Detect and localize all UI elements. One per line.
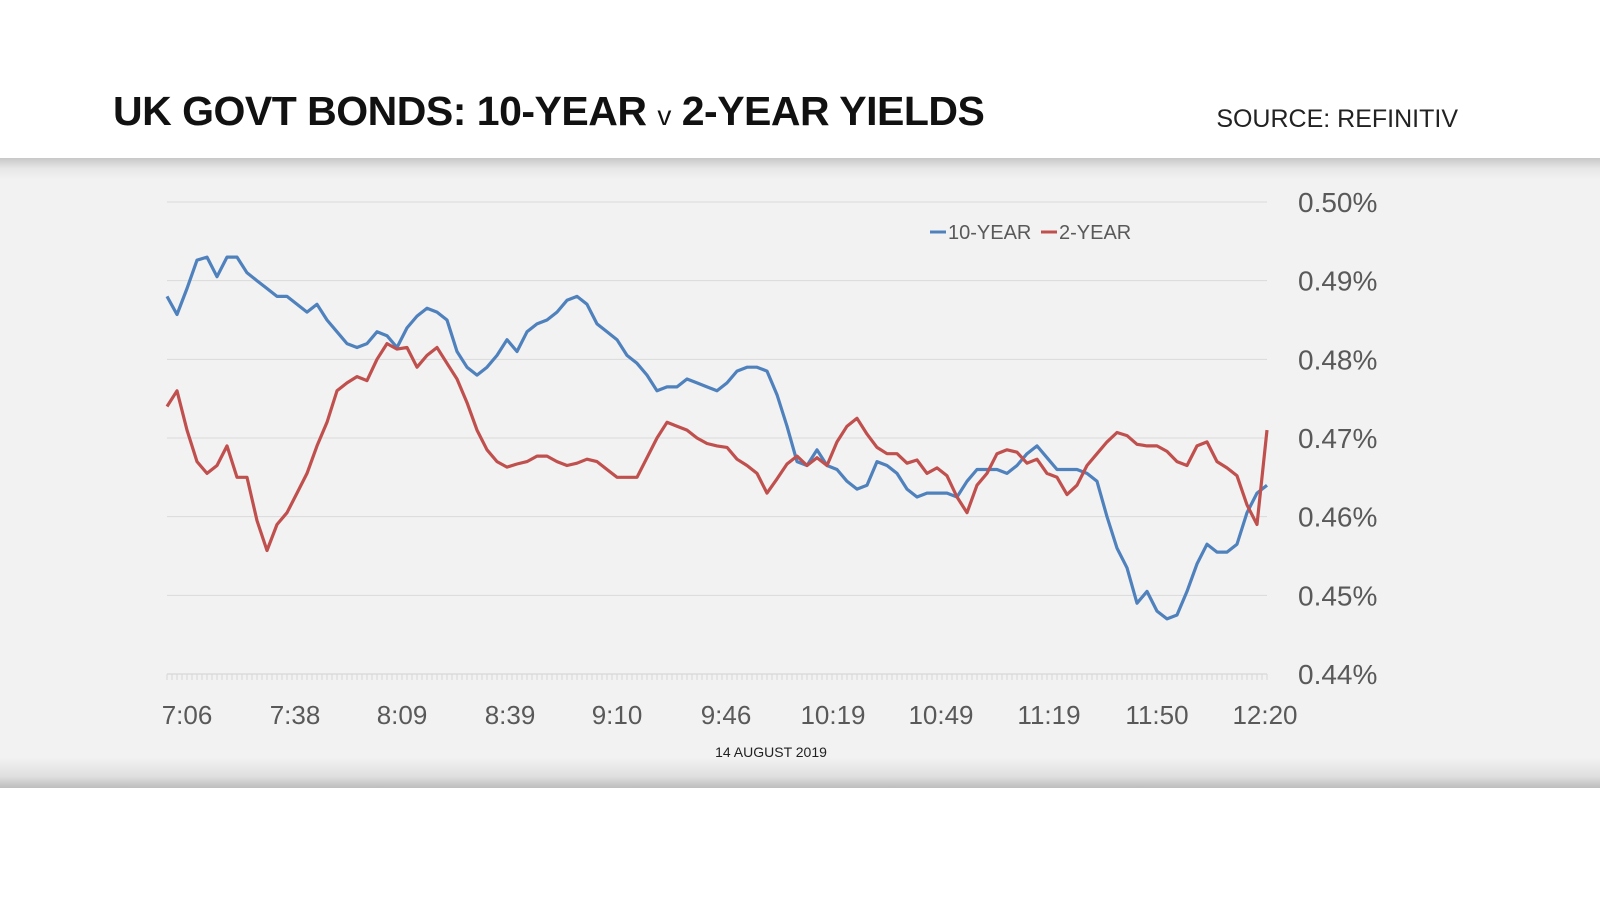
x-tick-label: 9:46 [701, 700, 752, 730]
y-tick-label: 0.45% [1298, 580, 1377, 611]
y-tick-label: 0.44% [1298, 659, 1377, 690]
source-label: SOURCE: REFINITIV [1216, 105, 1458, 133]
x-axis [166, 673, 1268, 680]
gridlines [167, 201, 1267, 596]
legend-label-2-year: 2-YEAR [1059, 222, 1131, 244]
title-part-2: 2-YEAR YIELDS [670, 88, 985, 134]
x-axis-label: 14 AUGUST 2019 [715, 744, 827, 760]
x-tick-label: 9:10 [592, 700, 643, 730]
y-tick-labels: 0.50% 0.49% 0.48% 0.47% 0.46% 0.45% 0.44% [1298, 187, 1377, 690]
x-tick-label: 12:20 [1232, 700, 1297, 730]
x-tick-label: 8:09 [377, 700, 428, 730]
y-tick-label: 0.47% [1298, 423, 1377, 454]
legend-label-10-year: 10-YEAR [948, 222, 1031, 244]
y-tick-label: 0.49% [1298, 266, 1377, 297]
x-tick-label: 8:39 [485, 700, 536, 730]
chart-title: UK GOVT BONDS: 10-YEAR v 2-YEAR YIELDS [113, 88, 985, 135]
y-tick-label: 0.50% [1298, 187, 1377, 218]
x-tick-label: 11:50 [1125, 700, 1188, 730]
x-tick-label: 7:38 [270, 700, 321, 730]
x-tick-label: 10:49 [908, 700, 973, 730]
title-versus: v [657, 100, 671, 131]
y-tick-label: 0.46% [1298, 502, 1377, 533]
x-tick-label: 11:19 [1017, 700, 1080, 730]
x-tick-label: 7:06 [162, 700, 213, 730]
series-lines [165, 255, 1269, 621]
x-tick-label: 10:19 [800, 700, 865, 730]
y-tick-label: 0.48% [1298, 344, 1377, 375]
chart-background-band [0, 158, 1600, 788]
x-tick-labels: 7:06 7:38 8:09 8:39 9:10 9:46 10:19 10:49 11:19 1… [162, 700, 1298, 730]
series-line-2-year [165, 342, 1269, 553]
title-part-1: UK GOVT BONDS: 10-YEAR [113, 88, 658, 134]
legend: 10-YEAR 2-YEAR [930, 222, 1131, 244]
